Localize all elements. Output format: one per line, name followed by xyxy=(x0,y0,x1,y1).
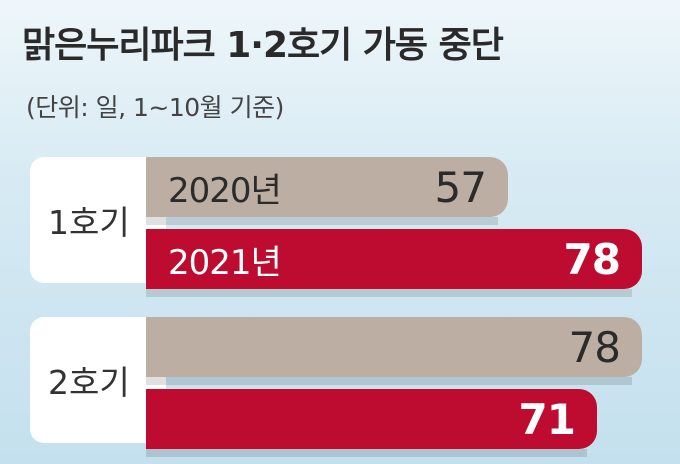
series-label: 2021년 xyxy=(168,242,282,283)
series-label: 2020년 xyxy=(168,170,282,211)
bar-shadow xyxy=(146,377,632,385)
bar-y2021: 71 xyxy=(146,389,597,449)
chart-title: 맑은누리파크 1·2호기 가동 중단 xyxy=(22,25,504,66)
data-label: 71 xyxy=(518,394,576,444)
data-label: 78 xyxy=(568,322,621,372)
category-label: 1호기 xyxy=(30,157,166,283)
bar-shadow xyxy=(146,289,632,297)
chart-subtitle: (단위: 일, 1~10월 기준) xyxy=(26,93,284,122)
bar-shadow xyxy=(146,217,498,225)
bar-shadow xyxy=(146,449,587,457)
category-label: 2호기 xyxy=(30,317,166,443)
data-label: 57 xyxy=(434,162,487,212)
bar-y2021: 2021년 78 xyxy=(146,229,642,289)
bar-y2020: 78 xyxy=(146,317,642,377)
bar-y2020: 2020년 57 xyxy=(146,157,508,217)
data-label: 78 xyxy=(563,234,621,284)
